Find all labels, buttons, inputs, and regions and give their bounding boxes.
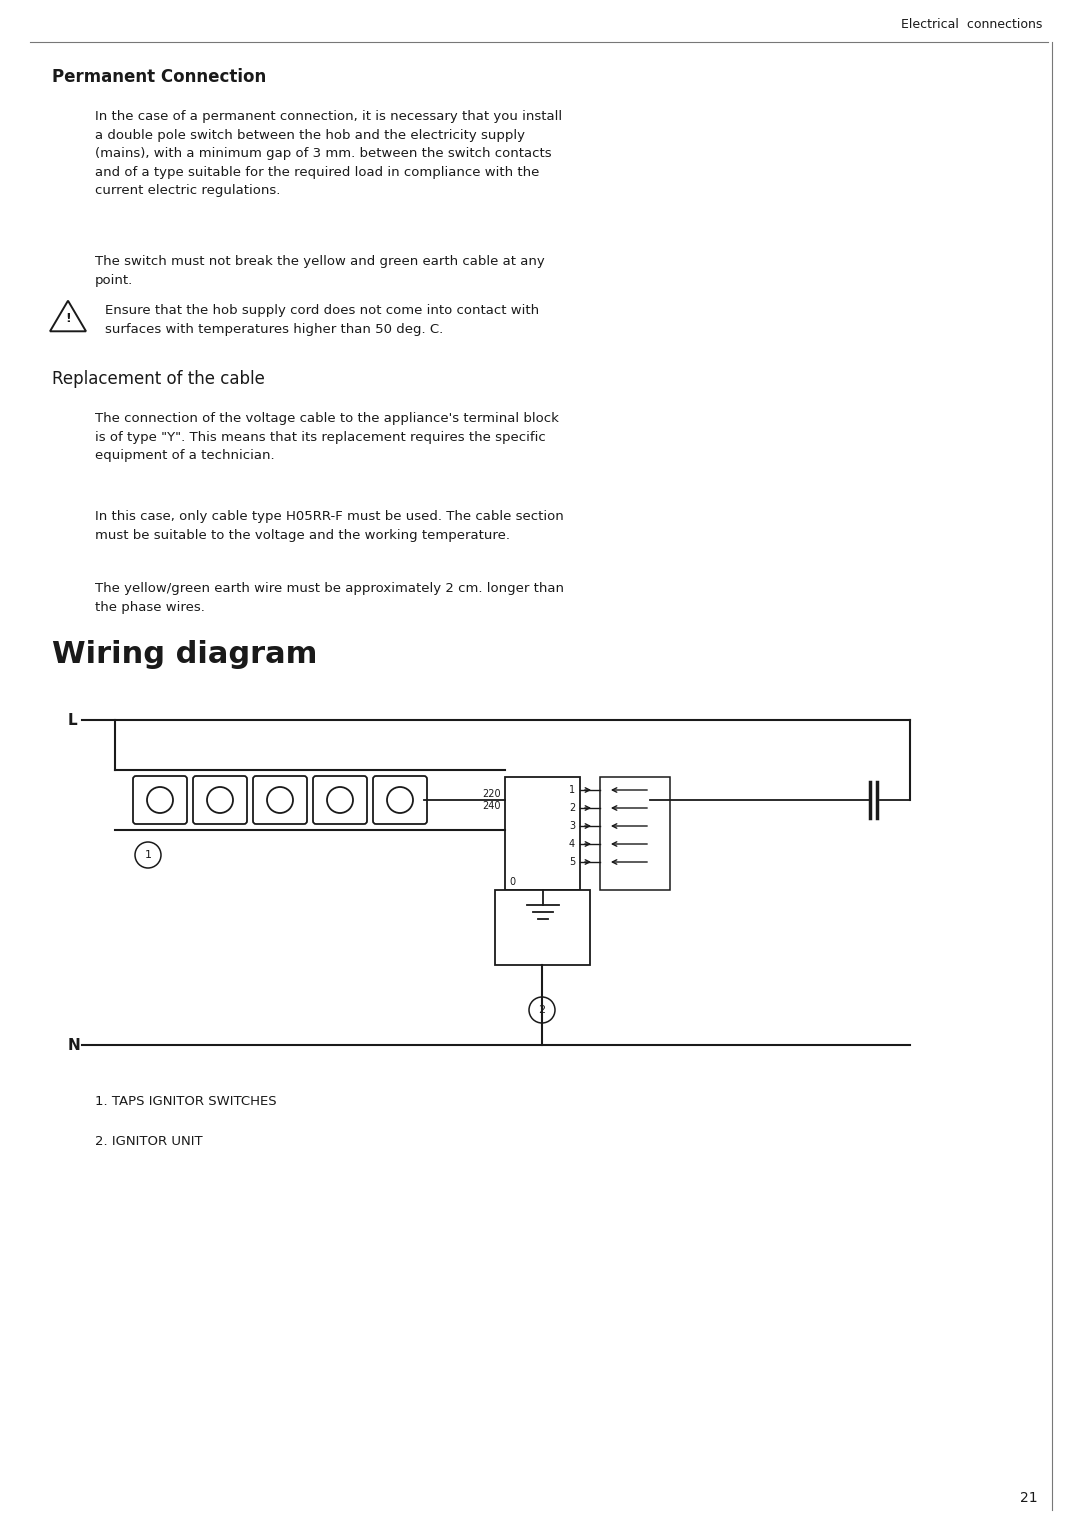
Text: The yellow/green earth wire must be approximately 2 cm. longer than
the phase wi: The yellow/green earth wire must be appr… xyxy=(95,582,564,613)
Bar xyxy=(600,777,670,890)
Bar xyxy=(495,890,590,965)
Text: N: N xyxy=(68,1037,81,1052)
Text: 220
240: 220 240 xyxy=(483,789,501,812)
Text: The connection of the voltage cable to the appliance's terminal block
is of type: The connection of the voltage cable to t… xyxy=(95,412,558,463)
Text: 1. TAPS IGNITOR SWITCHES: 1. TAPS IGNITOR SWITCHES xyxy=(95,1095,276,1108)
Text: 5: 5 xyxy=(569,856,575,867)
Text: 2: 2 xyxy=(569,803,575,813)
Text: 21: 21 xyxy=(1021,1491,1038,1504)
Text: Replacement of the cable: Replacement of the cable xyxy=(52,371,265,388)
FancyBboxPatch shape xyxy=(253,777,307,824)
Circle shape xyxy=(135,843,161,869)
Text: 1: 1 xyxy=(569,784,575,795)
Text: 1: 1 xyxy=(145,850,151,859)
Text: Permanent Connection: Permanent Connection xyxy=(52,67,267,86)
Circle shape xyxy=(529,997,555,1023)
FancyBboxPatch shape xyxy=(193,777,247,824)
Text: 3: 3 xyxy=(569,821,575,830)
Circle shape xyxy=(147,787,173,813)
FancyBboxPatch shape xyxy=(133,777,187,824)
Text: In the case of a permanent connection, it is necessary that you install
a double: In the case of a permanent connection, i… xyxy=(95,110,562,198)
Circle shape xyxy=(267,787,293,813)
Text: L: L xyxy=(68,712,78,728)
Text: Wiring diagram: Wiring diagram xyxy=(52,640,318,669)
Text: !: ! xyxy=(65,311,71,325)
Text: 4: 4 xyxy=(569,840,575,849)
Bar xyxy=(505,777,580,890)
Text: Electrical  connections: Electrical connections xyxy=(901,18,1042,31)
Text: 0: 0 xyxy=(509,876,515,887)
Text: Ensure that the hob supply cord does not come into contact with
surfaces with te: Ensure that the hob supply cord does not… xyxy=(105,303,539,336)
FancyBboxPatch shape xyxy=(313,777,367,824)
Text: The switch must not break the yellow and green earth cable at any
point.: The switch must not break the yellow and… xyxy=(95,254,544,286)
FancyBboxPatch shape xyxy=(373,777,427,824)
Text: In this case, only cable type H05RR-F must be used. The cable section
must be su: In this case, only cable type H05RR-F mu… xyxy=(95,510,564,541)
Circle shape xyxy=(387,787,413,813)
Text: 2. IGNITOR UNIT: 2. IGNITOR UNIT xyxy=(95,1135,203,1147)
Circle shape xyxy=(207,787,233,813)
Circle shape xyxy=(327,787,353,813)
Text: 2: 2 xyxy=(539,1005,545,1016)
